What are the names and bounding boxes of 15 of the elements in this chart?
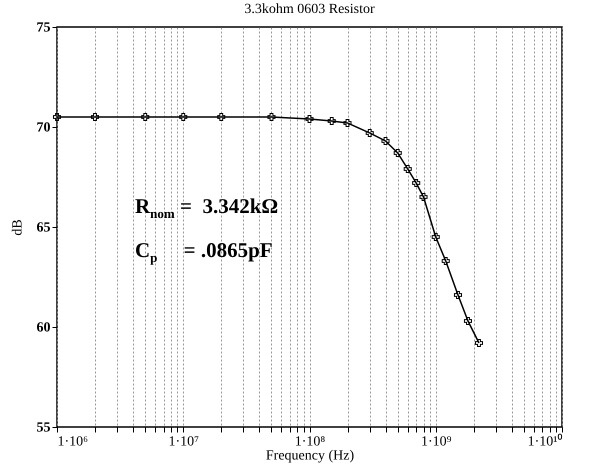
x-tick-label: 1·10¹⁰ [528,434,562,450]
annotation: R$_{nom}$ = 3.342kΩ [135,194,278,222]
y-tick-label: 70 [36,120,50,136]
x-tick-label: 1·10⁶ [58,434,88,450]
x-tick-label: 1·10⁸ [294,434,326,450]
text: C$_{p}$ = .0865pF [135,238,273,266]
y-axis-title: dB [10,219,26,236]
x-tick-label: 1·10⁹ [420,434,452,450]
y-tick-label: 75 [36,20,50,36]
y-tick-label: 60 [36,320,50,336]
x-axis-title: Frequency (Hz) [266,448,354,464]
y-tick-label: 65 [36,220,50,236]
x-tick-label: 1·10⁷ [168,434,200,450]
y-tick-label: 55 [36,420,50,436]
chart-title: 3.3kohm 0603 Resistor [244,2,375,17]
